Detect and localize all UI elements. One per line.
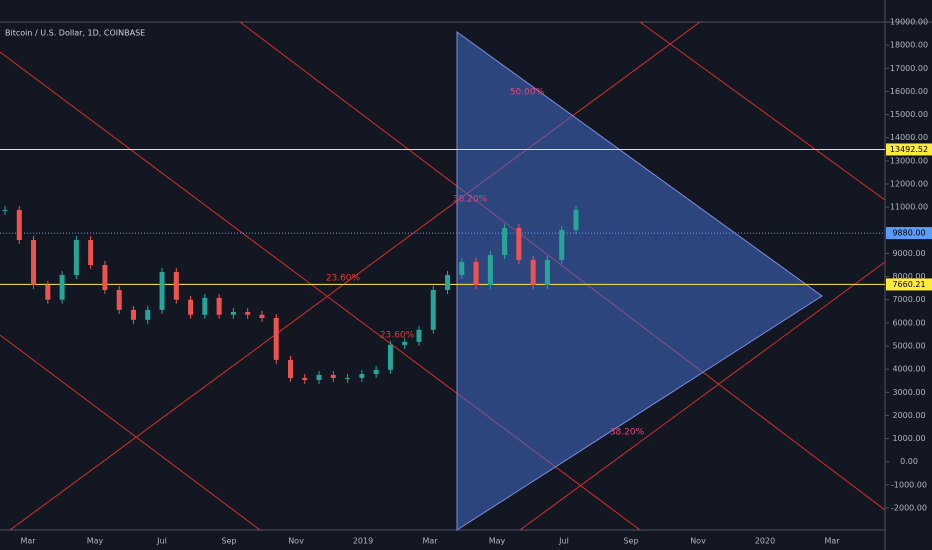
y-tick-label: 12000.00 <box>890 180 928 189</box>
x-tick-label: Nov <box>288 537 304 546</box>
price-label: 13492.52 <box>890 145 928 154</box>
candle <box>330 374 336 378</box>
y-tick-label: 11000.00 <box>890 203 928 212</box>
candle <box>273 317 279 360</box>
red-line <box>519 261 886 531</box>
candle <box>259 314 265 318</box>
red-line <box>9 21 701 531</box>
candle <box>288 359 293 378</box>
price-label: 7660.21 <box>892 280 925 289</box>
y-tick-label: 14000.00 <box>890 133 928 142</box>
candle <box>530 259 536 285</box>
x-tick-label: 2019 <box>353 537 373 546</box>
y-tick-label: 8000.00 <box>892 272 925 281</box>
candle <box>416 329 422 342</box>
candle <box>202 297 208 315</box>
x-tick-label: Nov <box>690 537 706 546</box>
y-tick-label: 0.00 <box>900 457 918 466</box>
candle <box>487 255 493 285</box>
candle <box>573 209 579 231</box>
candle <box>502 227 508 256</box>
fib-label: 38.20% <box>610 428 645 438</box>
y-tick-label: 13000.00 <box>890 156 928 165</box>
candle <box>188 299 194 315</box>
candle <box>445 274 451 290</box>
chart-title: Bitcoin / U.S. Dollar, 1D, COINBASE <box>5 29 145 38</box>
candle <box>16 209 22 241</box>
y-tick-label: 4000.00 <box>892 365 925 374</box>
candle <box>245 311 251 315</box>
y-tick-label: 7000.00 <box>892 295 925 304</box>
candle <box>559 230 565 260</box>
y-tick-label: 3000.00 <box>892 388 925 397</box>
candle <box>59 274 65 300</box>
fib-label: 50.00% <box>510 88 545 98</box>
y-tick-label: 5000.00 <box>892 342 925 351</box>
candle <box>402 341 408 345</box>
y-tick-label: 15000.00 <box>890 110 928 119</box>
y-tick-label: 2000.00 <box>892 411 925 420</box>
candle <box>359 374 365 378</box>
x-tick-label: May <box>87 537 104 546</box>
candle <box>45 284 51 300</box>
y-tick-label: 1000.00 <box>892 434 925 443</box>
candle <box>116 289 122 310</box>
x-tick-label: Mar <box>824 537 840 546</box>
y-tick-label: 18000.00 <box>890 41 928 50</box>
fib-label: 23.60% <box>380 331 415 341</box>
red-line <box>0 334 261 531</box>
price-label-box <box>886 143 932 156</box>
x-tick-label: Jul <box>558 537 569 546</box>
candle <box>345 377 351 379</box>
candle <box>373 369 379 375</box>
y-tick-label: -1000.00 <box>891 480 927 489</box>
x-tick-label: Sep <box>623 537 638 546</box>
candle <box>31 240 37 285</box>
candle <box>387 344 393 370</box>
candle <box>544 259 550 285</box>
x-tick-label: Mar <box>20 537 36 546</box>
candle <box>88 240 94 265</box>
candle <box>145 309 151 320</box>
x-tick-label: 2020 <box>755 537 775 546</box>
y-tick-label: -2000.00 <box>891 504 927 513</box>
price-label-box <box>886 227 932 240</box>
y-tick-label: 16000.00 <box>890 87 928 96</box>
fib-labels: 50.00% 38.20% 23.60% 23.60% 38.20% <box>326 88 645 438</box>
candle <box>73 240 79 275</box>
x-tick-label: Mar <box>422 537 438 546</box>
candle <box>173 271 179 300</box>
x-tick-label: May <box>489 537 506 546</box>
candle <box>430 289 436 330</box>
red-line <box>639 21 886 201</box>
y-tick-label: 17000.00 <box>890 64 928 73</box>
x-tick-label: Jul <box>156 537 167 546</box>
candle <box>102 265 108 290</box>
candle <box>302 377 308 381</box>
candle <box>473 261 479 285</box>
candle <box>216 297 222 315</box>
x-tick-label: Sep <box>221 537 236 546</box>
candle <box>459 261 465 275</box>
candle <box>230 311 236 315</box>
fib-label: 38.20% <box>453 195 488 205</box>
price-label: 9880.00 <box>892 229 925 238</box>
candle <box>316 374 322 381</box>
candle <box>130 309 136 320</box>
candle <box>159 271 165 310</box>
y-tick-label: 6000.00 <box>892 318 925 327</box>
candle <box>2 209 8 211</box>
triangle-drawing <box>456 31 823 531</box>
candle <box>516 227 522 260</box>
y-tick-label: 9000.00 <box>892 249 925 258</box>
fib-label: 23.60% <box>326 274 361 284</box>
y-tick-label: 19000.00 <box>890 18 928 27</box>
price-label-box <box>886 278 932 291</box>
